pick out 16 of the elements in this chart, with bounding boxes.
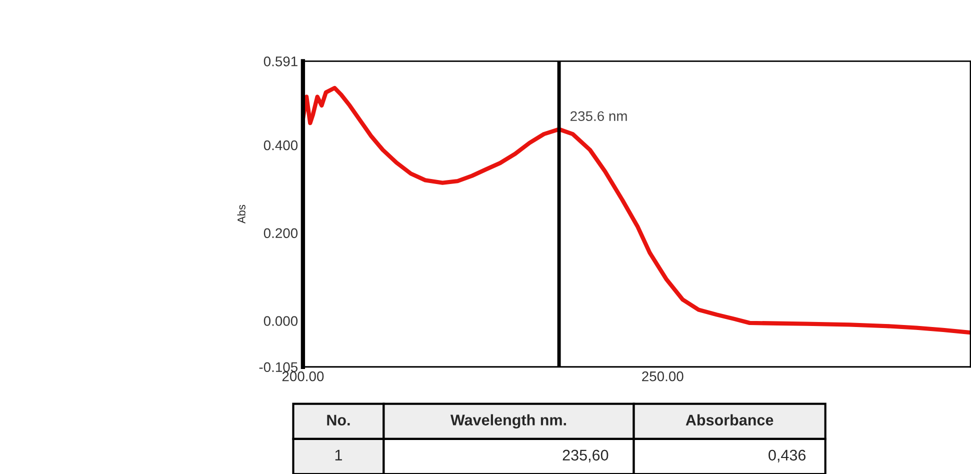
y-tick-label: -0.105 — [259, 362, 298, 372]
text: 235,60 — [562, 450, 608, 462]
y-tick-label: 0.000 — [264, 316, 298, 326]
x-tick-label: 200.00 — [282, 371, 324, 382]
x-tick-label: 250.00 — [642, 371, 684, 382]
y-tick-label: 0.591 — [264, 56, 298, 66]
y-tick-label: 0.200 — [264, 228, 298, 238]
text: Absorbance — [686, 414, 774, 426]
y-tick-label: 0.400 — [264, 140, 298, 150]
text: 1 — [335, 450, 342, 460]
y-axis-title: Abs — [237, 204, 246, 224]
text: No. — [327, 414, 350, 426]
ref-line-label: 235.6 nm — [570, 111, 627, 122]
text: 0,436 — [768, 450, 806, 462]
text: Wavelength nm. — [450, 414, 566, 429]
line-series — [302, 86, 971, 335]
